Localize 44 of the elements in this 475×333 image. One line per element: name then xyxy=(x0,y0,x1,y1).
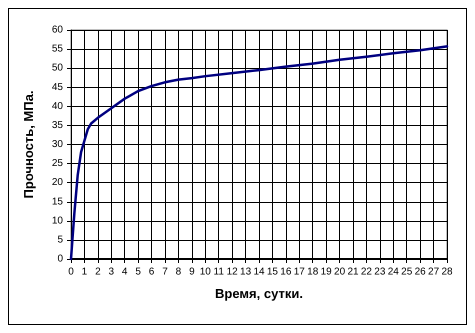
x-axis-title: Время, сутки. xyxy=(215,286,303,301)
y-tick-label: 25 xyxy=(52,158,64,170)
x-tick-label: 11 xyxy=(214,266,224,278)
y-tick-label: 20 xyxy=(52,177,64,188)
x-tick-label: 14 xyxy=(253,266,265,278)
y-tick-label: 0 xyxy=(57,254,64,264)
x-tick-label: 24 xyxy=(388,266,400,278)
y-tick-label: 50 xyxy=(52,62,64,74)
x-tick-label: 12 xyxy=(226,266,238,278)
x-tick-label: 26 xyxy=(414,266,426,278)
x-tick-label: 10 xyxy=(200,266,212,278)
x-tick-label: 4 xyxy=(122,266,128,278)
y-tick-label: 45 xyxy=(52,82,64,93)
y-tick-label: 60 xyxy=(52,24,64,36)
x-tick-label: 2 xyxy=(95,266,102,278)
x-tick-label: 5 xyxy=(135,266,142,278)
x-tick-label: 20 xyxy=(334,266,346,278)
x-tick-label: 17 xyxy=(294,266,306,278)
x-tick-label: 16 xyxy=(280,266,292,278)
x-tick-label: 25 xyxy=(401,266,413,278)
y-tick-label: 15 xyxy=(52,196,64,208)
x-tick-label: 19 xyxy=(320,266,332,278)
y-tick-label: 55 xyxy=(52,44,64,55)
y-tick-label: 5 xyxy=(57,234,64,246)
x-tick-label: 21 xyxy=(347,266,359,278)
y-tick-label: 10 xyxy=(52,215,64,226)
y-axis-title: Прочность, МПа. xyxy=(21,90,36,198)
x-tick-label: 15 xyxy=(266,266,278,278)
x-tick-label: 18 xyxy=(307,266,319,278)
x-tick-label: 27 xyxy=(428,266,440,278)
x-tick-label: 8 xyxy=(176,266,182,278)
y-tick-label: 30 xyxy=(52,139,64,150)
x-tick-label: 23 xyxy=(374,266,386,278)
x-tick-label: 6 xyxy=(148,266,155,278)
x-tick-label: 1 xyxy=(82,266,88,278)
x-tick-label: 3 xyxy=(108,266,115,278)
x-tick-label: 0 xyxy=(68,266,74,278)
x-tick-label: 22 xyxy=(360,266,372,278)
y-tick-label: 35 xyxy=(52,120,64,131)
x-tick-label: 28 xyxy=(441,266,453,278)
x-tick-label: 13 xyxy=(240,266,252,278)
y-tick-label: 40 xyxy=(52,100,64,112)
x-tick-label: 9 xyxy=(189,266,196,278)
x-tick-label: 7 xyxy=(162,266,168,278)
